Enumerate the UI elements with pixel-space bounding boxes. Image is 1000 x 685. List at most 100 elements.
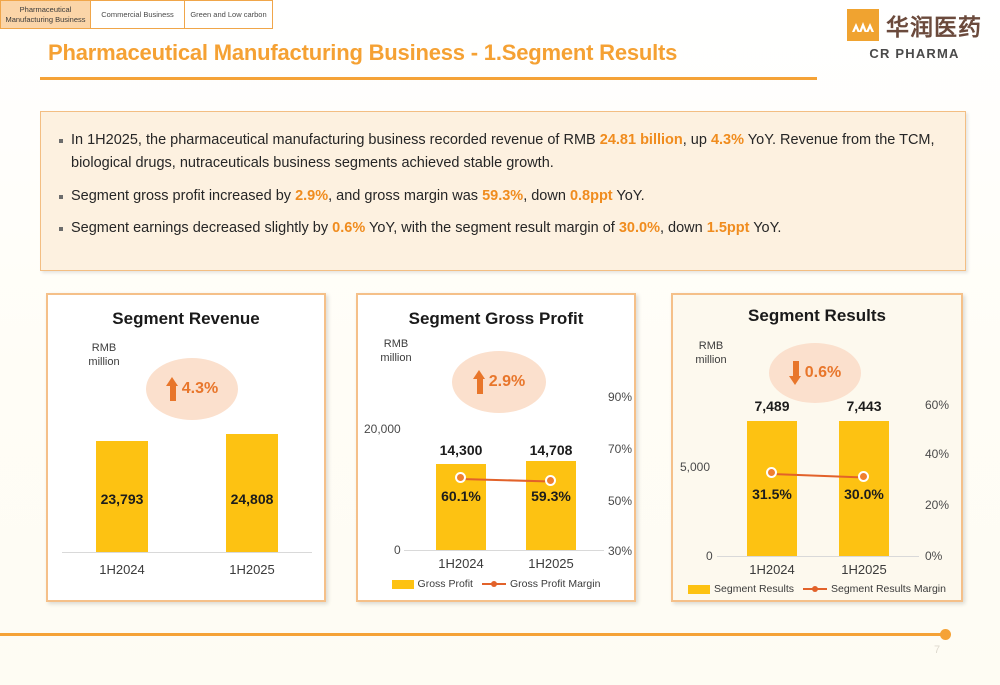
- bullet-square-icon: [59, 139, 63, 143]
- chart-panel-segment-results: Segment Results RMB million 0.6% 5,000 0…: [671, 293, 963, 602]
- yoy-change-badge: 2.9%: [452, 351, 546, 413]
- highlight-value: 24.81 billion: [599, 132, 683, 148]
- y-axis-tick-right: 50%: [608, 494, 633, 508]
- bullet-text: Segment earnings decreased slightly by 0…: [71, 220, 782, 237]
- bar-value-label: 24,808: [230, 491, 274, 507]
- chart-panel-segment-gross-profit: Segment Gross Profit RMB million 2.9% 20…: [356, 293, 636, 602]
- y-axis-tick-right: 90%: [608, 390, 633, 404]
- tab-label: Commercial Business: [101, 9, 174, 19]
- x-axis-line: [62, 552, 312, 553]
- logo-english-name: CR PHARMA: [869, 46, 960, 61]
- bullet-item: In 1H2025, the pharmaceutical manufactur…: [59, 129, 947, 176]
- category-label: 1H2024: [99, 562, 145, 577]
- bar-1h2024: [747, 421, 797, 556]
- legend-label: Segment Results Margin: [831, 583, 946, 595]
- arrow-up-icon: [472, 370, 486, 394]
- bullet-text: In 1H2025, the pharmaceutical manufactur…: [71, 132, 935, 172]
- page-number: 7: [934, 644, 941, 656]
- chart-legend: Segment Results Segment Results Margin: [673, 583, 961, 595]
- mountain-peaks-icon: [847, 9, 879, 41]
- margin-value-label: 31.5%: [752, 486, 792, 502]
- footer-dot-icon: [940, 629, 951, 640]
- y-axis-tick-left: 0: [706, 549, 713, 563]
- y-axis-tick-right: 30%: [608, 544, 633, 558]
- chart-plot-area: 20,000 0 90% 70% 50% 30% 14,300 60.1% 1H…: [358, 295, 634, 600]
- bullet-text: Segment gross profit increased by 2.9%, …: [71, 187, 645, 204]
- margin-value-label: 30.0%: [844, 486, 884, 502]
- bar-value-label: 14,300: [439, 442, 483, 458]
- brand-logo: 华润医药 CR PHARMA: [847, 8, 982, 61]
- margin-marker-1h2024: [455, 472, 466, 483]
- chart-title: Segment Gross Profit: [408, 309, 584, 328]
- category-label: 1H2024: [749, 562, 795, 577]
- bullet-item: Segment gross profit increased by 2.9%, …: [59, 185, 947, 208]
- x-axis-line: [717, 556, 919, 557]
- footer-rule: [0, 633, 945, 636]
- y-axis-tick-right: 60%: [925, 398, 950, 412]
- legend-item-bar: Gross Profit: [391, 578, 473, 590]
- chart-panel-segment-revenue: Segment Revenue RMB million 4.3% 23,793 …: [46, 293, 326, 602]
- y-axis-tick-right: 70%: [608, 442, 633, 456]
- bar-1h2025: [839, 421, 889, 556]
- highlight-value: 30.0%: [618, 220, 660, 237]
- legend-item-line: Segment Results Margin: [803, 583, 946, 595]
- y-axis-tick-right: 0%: [925, 549, 943, 563]
- yoy-change-badge: 0.6%: [769, 343, 861, 403]
- tab-green-and-low-carbon[interactable]: Green and Low carbon: [185, 0, 273, 29]
- margin-marker-1h2025: [545, 475, 556, 486]
- bar-value-label: 7,443: [846, 398, 882, 414]
- arrow-up-icon: [165, 377, 179, 401]
- margin-marker-1h2024: [766, 467, 777, 478]
- legend-item-bar: Segment Results: [688, 583, 794, 595]
- highlight-value: 1.5ppt: [706, 220, 750, 237]
- yoy-change-badge: 4.3%: [146, 358, 238, 420]
- bar-value-label: 14,708: [529, 442, 573, 458]
- highlight-value: 2.9%: [295, 187, 329, 204]
- category-label: 1H2024: [438, 556, 484, 571]
- title-underline: [40, 77, 817, 80]
- legend-bar-swatch-icon: [688, 584, 711, 594]
- chart-legend: Gross Profit Gross Profit Margin: [358, 578, 634, 590]
- arrow-down-icon: [788, 361, 802, 385]
- x-axis-line: [404, 550, 604, 551]
- y-axis-tick-right: 20%: [925, 498, 950, 512]
- y-axis-tick-left: 5,000: [680, 460, 711, 474]
- legend-line-marker-icon: [803, 585, 827, 593]
- bar-value-label: 23,793: [100, 491, 144, 507]
- yoy-change-value: 2.9%: [488, 373, 526, 390]
- bar-1h2024: [96, 441, 148, 552]
- y-axis-tick-left: 20,000: [364, 422, 401, 436]
- legend-item-line: Gross Profit Margin: [481, 578, 601, 590]
- yoy-change-value: 0.6%: [804, 364, 842, 381]
- legend-label: Gross Profit Margin: [509, 578, 601, 590]
- legend-line-marker-icon: [481, 580, 506, 588]
- tab-commercial-business[interactable]: Commercial Business: [91, 0, 185, 29]
- tab-label: Green and Low carbon: [190, 9, 267, 19]
- tab-pharmaceutical-manufacturing-business[interactable]: Pharmaceutical Manufacturing Business: [0, 0, 91, 29]
- chart-unit-label: RMB million: [380, 338, 412, 365]
- chart-title: Segment Results: [748, 306, 886, 325]
- chart-plot-area: 23,793 1H2024 24,808 1H2025: [48, 295, 324, 600]
- margin-marker-1h2025: [858, 471, 869, 482]
- chart-unit-label: RMB million: [695, 340, 727, 367]
- chart-title: Segment Revenue: [112, 309, 260, 328]
- highlight-value: 4.3%: [710, 132, 745, 148]
- bar-value-label: 7,489: [754, 398, 790, 414]
- logo-chinese-name: 华润医药: [886, 15, 982, 41]
- margin-value-label: 59.3%: [531, 488, 571, 504]
- y-axis-tick-right: 40%: [925, 447, 950, 461]
- legend-label: Segment Results: [714, 583, 794, 595]
- bar-1h2025: [226, 434, 278, 552]
- page-title: Pharmaceutical Manufacturing Business - …: [48, 40, 678, 65]
- bullet-item: Segment earnings decreased slightly by 0…: [59, 217, 947, 240]
- highlight-value: 0.6%: [332, 220, 366, 237]
- legend-label: Gross Profit: [417, 578, 473, 590]
- bullet-square-icon: [59, 227, 63, 232]
- category-label: 1H2025: [229, 562, 275, 577]
- legend-bar-swatch-icon: [391, 579, 414, 589]
- chart-plot-area: 5,000 0 60% 40% 20% 0% 7,489 31.5% 1H202…: [673, 295, 961, 600]
- chart-unit-label: RMB million: [88, 342, 120, 369]
- highlight-value: 0.8ppt: [569, 187, 613, 204]
- tab-label: Pharmaceutical Manufacturing Business: [5, 5, 86, 24]
